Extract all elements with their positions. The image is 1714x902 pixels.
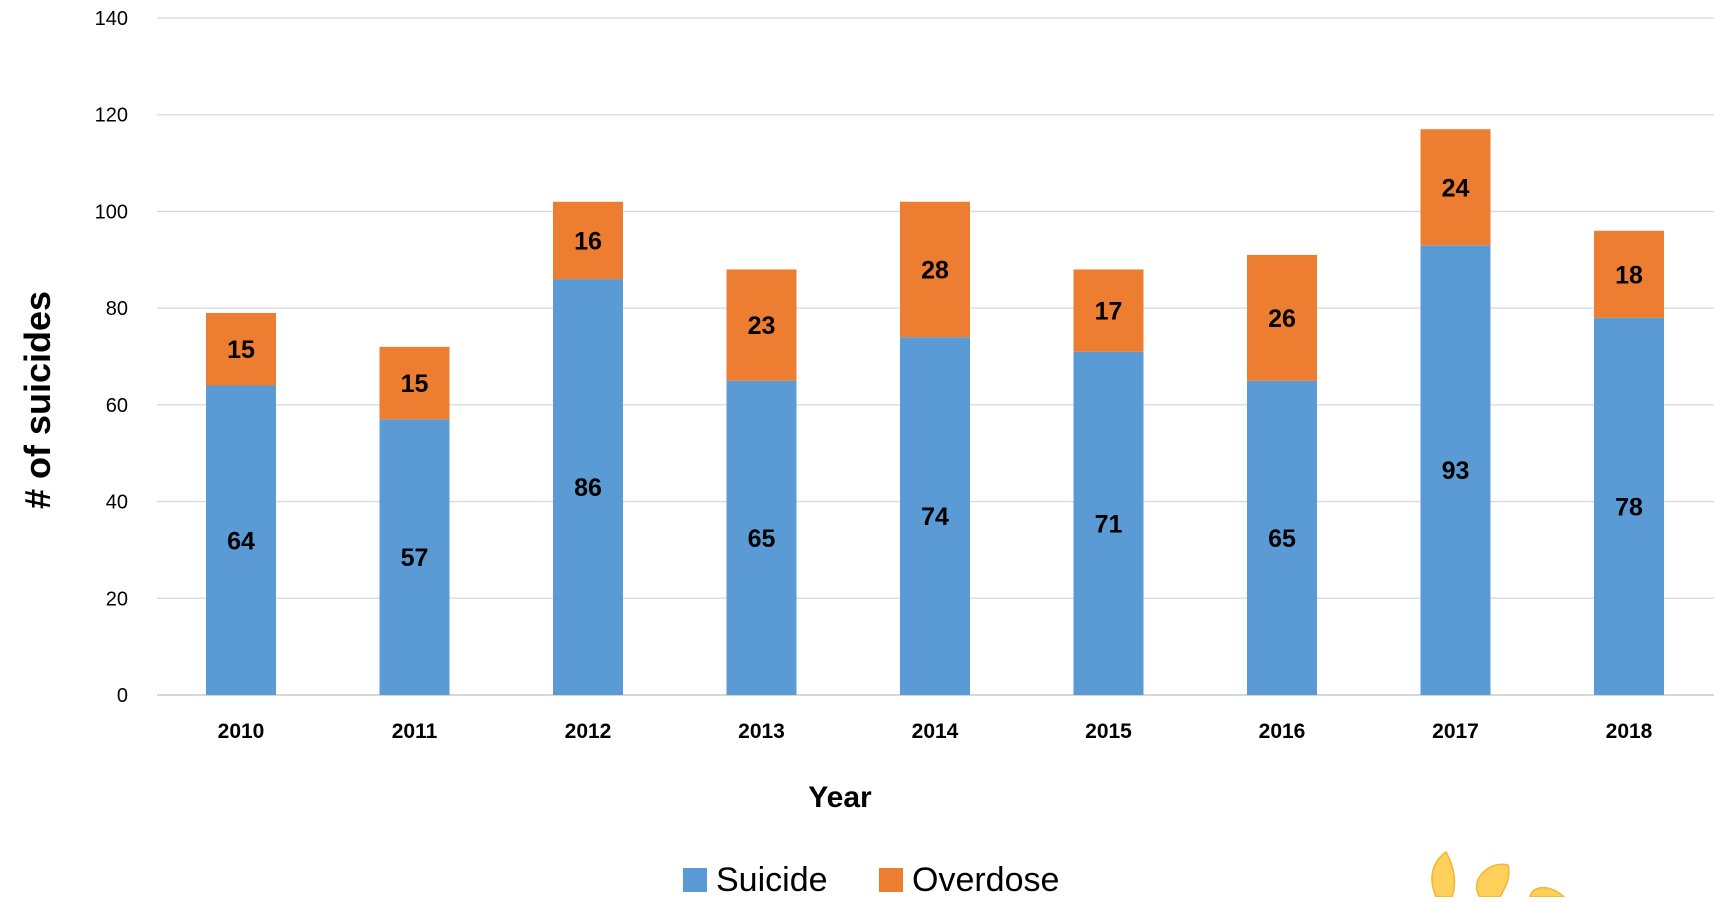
bar-suicide-2015 xyxy=(1073,351,1144,695)
data-label-overdose-2017: 24 xyxy=(1442,174,1470,202)
data-labels: 64 15 57 15 86 16 65 23 74 28 71 17 65 26 93 24 78 18 xyxy=(227,174,1643,572)
data-label-overdose-2013: 23 xyxy=(748,312,776,340)
x-tick-label: 2013 xyxy=(738,720,785,743)
logo-petal-left xyxy=(1431,850,1456,898)
x-tick-label: 2011 xyxy=(392,720,438,743)
data-label-suicide-2012: 86 xyxy=(574,474,602,502)
bar-suicide-2017 xyxy=(1420,245,1491,695)
bar-overdose-2013 xyxy=(726,269,797,381)
data-label-suicide-2017: 93 xyxy=(1442,457,1470,485)
data-label-suicide-2013: 65 xyxy=(748,525,776,553)
y-tick-label: 0 xyxy=(117,685,128,707)
bar-suicide-2018 xyxy=(1594,317,1664,695)
legend-swatch-overdose xyxy=(879,868,903,892)
legend: Suicide Overdose xyxy=(683,861,1059,899)
legend-label-suicide: Suicide xyxy=(716,861,828,897)
y-tick-label: 100 xyxy=(95,201,128,223)
x-tick-label: 2012 xyxy=(565,720,612,743)
legend-label-overdose: Overdose xyxy=(912,861,1059,897)
data-label-overdose-2015: 17 xyxy=(1095,298,1123,326)
data-label-overdose-2011: 15 xyxy=(401,370,429,398)
y-tick-label: 20 xyxy=(106,588,128,610)
bar-overdose-2016 xyxy=(1247,254,1317,381)
y-tick-label: 140 xyxy=(95,8,128,30)
x-tick-label: 2014 xyxy=(912,720,959,743)
legend-swatch-suicide xyxy=(683,868,707,892)
logo-petal-center xyxy=(1475,863,1510,898)
x-tick-label: 2017 xyxy=(1432,720,1479,743)
data-label-overdose-2016: 26 xyxy=(1268,305,1296,333)
data-label-suicide-2011: 57 xyxy=(401,544,429,572)
y-axis-ticks: 0 20 40 60 80 100 120 140 xyxy=(95,8,128,707)
bar-suicide-2014 xyxy=(900,337,970,695)
bar-overdose-2015 xyxy=(1073,269,1144,352)
bar-overdose-2012 xyxy=(553,201,623,280)
data-label-suicide-2018: 78 xyxy=(1615,493,1643,521)
bar-suicide-2011 xyxy=(379,419,450,695)
data-label-overdose-2014: 28 xyxy=(921,256,949,284)
data-label-suicide-2010: 64 xyxy=(227,527,255,555)
bar-suicide-2013 xyxy=(726,380,797,695)
y-tick-label: 60 xyxy=(106,395,128,417)
data-label-suicide-2016: 65 xyxy=(1268,525,1296,553)
y-tick-label: 80 xyxy=(106,298,128,320)
x-tick-label: 2016 xyxy=(1259,720,1306,743)
flower-logo-icon xyxy=(1431,850,1566,898)
x-tick-label: 2018 xyxy=(1606,720,1653,743)
x-tick-label: 2010 xyxy=(218,720,265,743)
bar-overdose-2018 xyxy=(1594,230,1664,318)
y-tick-label: 40 xyxy=(106,492,128,514)
data-label-overdose-2018: 18 xyxy=(1615,261,1643,289)
data-label-overdose-2012: 16 xyxy=(574,227,602,255)
x-tick-label: 2015 xyxy=(1085,720,1132,743)
bar-overdose-2014 xyxy=(900,201,970,338)
data-label-overdose-2010: 15 xyxy=(227,336,255,364)
y-axis-title: # of suicides xyxy=(17,291,58,509)
logo-petal-right xyxy=(1529,886,1566,898)
bar-suicide-2012 xyxy=(553,279,623,695)
data-label-suicide-2015: 71 xyxy=(1095,510,1123,538)
bars xyxy=(206,129,1664,695)
bar-overdose-2010 xyxy=(206,312,276,386)
bar-suicide-2016 xyxy=(1247,380,1317,695)
x-axis-title: Year xyxy=(808,781,872,814)
bar-suicide-2010 xyxy=(206,385,276,695)
bar-overdose-2017 xyxy=(1420,129,1491,246)
bar-overdose-2011 xyxy=(379,346,450,420)
y-tick-label: 120 xyxy=(95,105,128,127)
data-label-suicide-2014: 74 xyxy=(921,503,949,531)
x-axis-ticks: 2010 2011 2012 2013 2014 2015 2016 2017 2018 xyxy=(218,720,1653,743)
